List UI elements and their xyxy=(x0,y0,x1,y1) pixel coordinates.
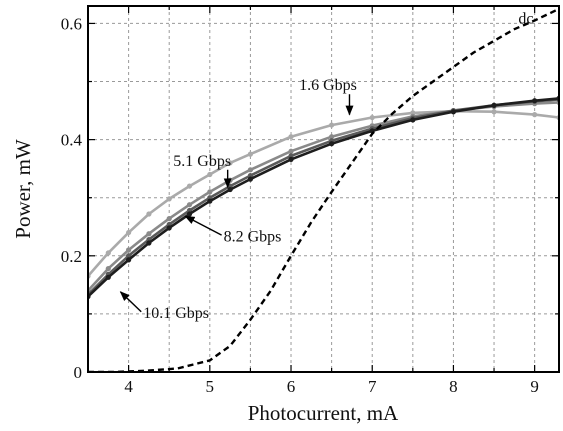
data-point-5-1-gbps xyxy=(186,202,193,208)
series-line-dc xyxy=(88,7,559,372)
data-point-1-6-gbps xyxy=(126,229,132,236)
series-10-1-gbps xyxy=(88,95,559,300)
data-point-5-1-gbps xyxy=(329,134,335,140)
y-tick-label: 0.4 xyxy=(61,131,83,150)
data-point-10-1-gbps xyxy=(227,186,233,193)
data-point-1-6-gbps xyxy=(532,112,538,118)
x-tick-label: 4 xyxy=(124,377,133,396)
data-point-1-6-gbps xyxy=(369,114,375,121)
annotation-arrow-10-1-gbps xyxy=(119,291,142,313)
data-point-1-6-gbps xyxy=(186,183,193,189)
data-point-5-1-gbps xyxy=(126,247,132,253)
annotation-arrow-8-2-gbps xyxy=(184,215,222,236)
data-point-1-6-gbps xyxy=(227,160,233,166)
x-tick-label: 6 xyxy=(287,377,296,396)
series-line-8-2-gbps xyxy=(88,98,559,296)
data-point-1-6-gbps xyxy=(146,211,152,217)
data-point-10-1-gbps xyxy=(288,156,294,162)
data-point-1-6-gbps xyxy=(247,151,254,157)
data-point-10-1-gbps xyxy=(105,274,111,280)
annotations: dc 1.6 Gbps 5.1 Gbps 8.2 Gbps 10.1 Gbps xyxy=(119,10,534,322)
data-point-1-6-gbps xyxy=(166,196,172,202)
data-point-1-6-gbps xyxy=(105,250,111,256)
x-tick-label: 5 xyxy=(206,377,215,396)
data-point-5-1-gbps xyxy=(146,231,152,237)
data-point-5-1-gbps xyxy=(207,189,213,195)
x-axis-label: Photocurrent, mA xyxy=(248,401,399,425)
data-point-10-1-gbps xyxy=(410,117,416,123)
data-point-10-1-gbps xyxy=(207,198,213,204)
data-point-10-1-gbps xyxy=(329,141,335,147)
data-point-1-6-gbps xyxy=(491,109,497,115)
data-point-8-2-gbps xyxy=(126,253,132,259)
series-group xyxy=(88,7,559,372)
data-point-5-1-gbps xyxy=(105,265,111,272)
y-axis-label: Power, mW xyxy=(11,139,35,239)
data-point-1-6-gbps xyxy=(288,134,294,140)
data-point-5-1-gbps xyxy=(288,148,294,154)
data-point-10-1-gbps xyxy=(126,257,132,263)
data-point-1-6-gbps xyxy=(207,171,213,178)
x-tick-label: 8 xyxy=(449,377,458,396)
data-point-10-1-gbps xyxy=(450,109,457,115)
data-point-5-1-gbps xyxy=(166,216,172,222)
annotation-10-1-gbps: 10.1 Gbps xyxy=(143,305,209,322)
y-tick-label: 0.2 xyxy=(61,247,82,266)
annotation-dc: dc xyxy=(518,10,533,27)
series-1-6-gbps xyxy=(88,108,559,279)
data-point-10-1-gbps xyxy=(532,98,538,104)
data-point-10-1-gbps xyxy=(491,102,497,108)
x-tick-label: 7 xyxy=(368,377,377,396)
x-tick-label: 9 xyxy=(530,377,539,396)
data-point-10-1-gbps xyxy=(247,176,254,182)
data-point-10-1-gbps xyxy=(166,225,172,231)
y-tick-label: 0 xyxy=(74,363,83,382)
series-5-1-gbps xyxy=(88,99,559,294)
plot-frame xyxy=(87,5,560,373)
data-point-10-1-gbps xyxy=(146,240,152,246)
annotation-1-6-gbps: 1.6 Gbps xyxy=(299,77,357,94)
series-dc xyxy=(88,7,559,372)
series-line-5-1-gbps xyxy=(88,101,559,292)
grid xyxy=(88,6,559,372)
data-point-1-6-gbps xyxy=(329,122,335,128)
series-line-1-6-gbps xyxy=(88,109,559,277)
data-point-5-1-gbps xyxy=(247,167,254,173)
data-point-10-1-gbps xyxy=(186,211,193,217)
annotation-5-1-gbps: 5.1 Gbps xyxy=(173,153,231,170)
annotation-8-2-gbps: 8.2 Gbps xyxy=(224,228,282,245)
y-tick-label: 0.6 xyxy=(61,14,82,33)
ticks: 4 5 6 7 8 9 0 0.2 0.4 0.6 xyxy=(61,6,559,396)
